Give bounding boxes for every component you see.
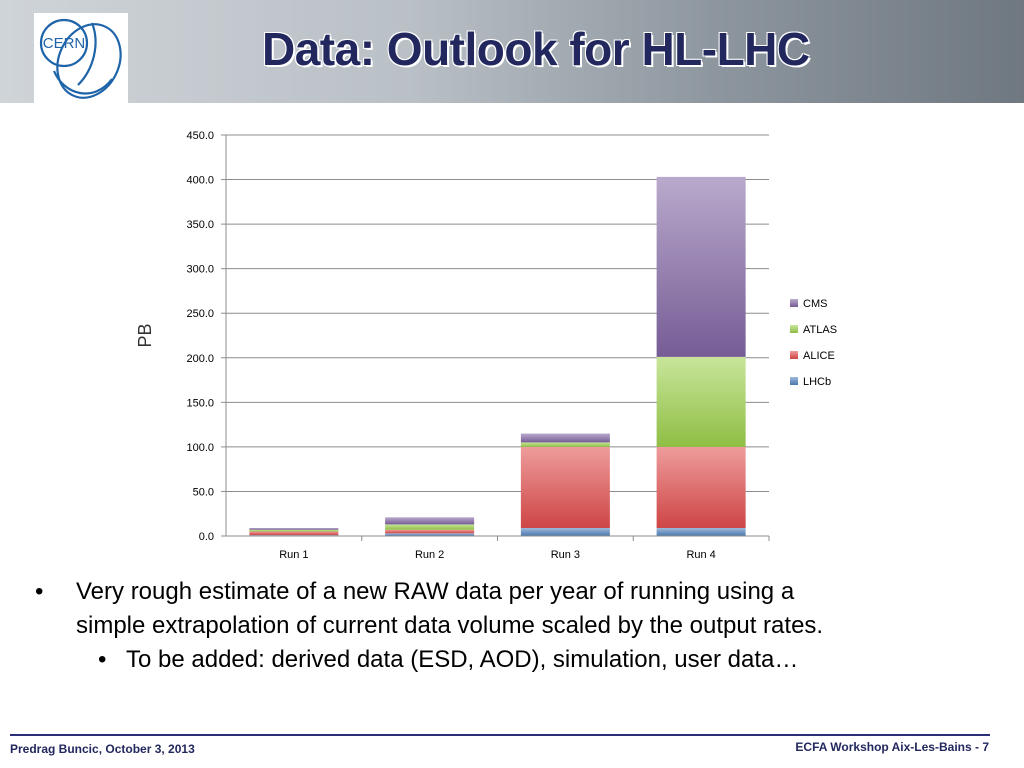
x-tick-label: Run 3 xyxy=(551,549,580,561)
bar-atlas-run-3 xyxy=(520,442,610,447)
legend-label-alice: ALICE xyxy=(803,350,835,362)
y-axis-title: PB xyxy=(135,323,155,347)
sub-bullet-text: To be added: derived data (ESD, AOD), si… xyxy=(126,646,799,673)
slide-title: Data: Outlook for HL-LHC xyxy=(262,23,810,75)
bar-cms-run-4 xyxy=(656,176,746,357)
footer-event-page: ECFA Workshop Aix-Les-Bains - 7 xyxy=(795,740,989,754)
bar-atlas-run-2 xyxy=(385,524,475,530)
legend-swatch-cms xyxy=(790,299,798,307)
y-tick-label: 350.0 xyxy=(186,219,214,231)
legend-swatch-alice xyxy=(790,351,798,359)
y-tick-label: 250.0 xyxy=(186,308,214,320)
y-tick-label: 0.0 xyxy=(199,531,214,543)
bar-alice-run-3 xyxy=(520,446,610,528)
x-tick-label: Run 4 xyxy=(686,549,715,561)
bar-atlas-run-4 xyxy=(656,356,746,447)
stacked-bar-chart: 0.0 50.0 100.0 150.0 200.0 250.0 300.0 350.0 400… xyxy=(135,130,837,561)
bar-lhcb-run-4 xyxy=(656,527,746,536)
x-tick-label: Run 2 xyxy=(415,549,444,561)
bar-lhcb-run-3 xyxy=(520,527,610,536)
bar-alice-run-2 xyxy=(385,529,475,534)
bar-alice-run-4 xyxy=(656,446,746,528)
legend-label-cms: CMS xyxy=(803,298,827,310)
legend-label-atlas: ATLAS xyxy=(803,324,837,336)
y-tick-label: 450.0 xyxy=(186,130,214,142)
cern-logo: CERN xyxy=(34,13,128,105)
y-tick-label: 400.0 xyxy=(186,175,214,187)
sub-bullet-marker: • xyxy=(98,646,107,673)
bar-cms-run-1 xyxy=(249,527,339,530)
bar-alice-run-1 xyxy=(249,531,339,536)
bullet-marker: • xyxy=(35,578,44,605)
legend-label-lhcb: LHCb xyxy=(803,376,831,388)
logo-text: CERN xyxy=(43,35,86,52)
legend-swatch-lhcb xyxy=(790,377,798,385)
y-tick-label: 150.0 xyxy=(186,397,214,409)
x-tick-label: Run 1 xyxy=(279,549,308,561)
bullet-text-2: simple extrapolation of current data vol… xyxy=(76,612,824,639)
bar-lhcb-run-2 xyxy=(385,533,475,536)
bullet-text-1: Very rough estimate of a new RAW data pe… xyxy=(76,578,795,605)
footer-author-date: Predrag Buncic, October 3, 2013 xyxy=(10,742,195,756)
y-tick-label: 50.0 xyxy=(193,486,214,498)
y-tick-label: 100.0 xyxy=(186,442,214,454)
bar-cms-run-2 xyxy=(385,517,475,525)
y-tick-label: 200.0 xyxy=(186,353,214,365)
footer-divider xyxy=(10,734,990,736)
legend-swatch-atlas xyxy=(790,325,798,333)
bar-atlas-run-1 xyxy=(249,529,339,532)
header-banner xyxy=(0,0,1024,103)
y-tick-label: 300.0 xyxy=(186,264,214,276)
bar-cms-run-3 xyxy=(520,433,610,443)
